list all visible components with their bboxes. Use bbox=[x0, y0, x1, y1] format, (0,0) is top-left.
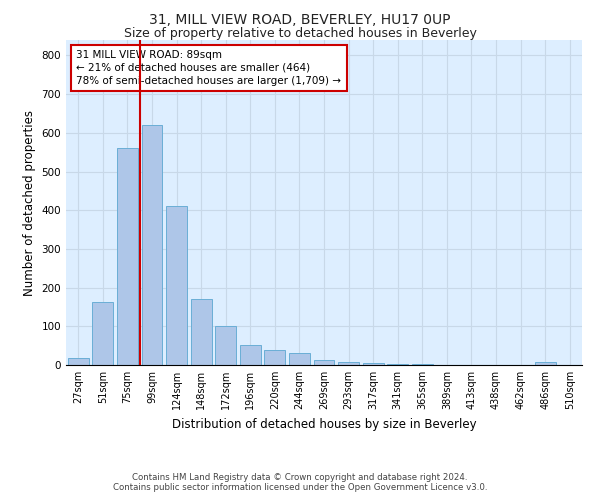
Bar bbox=[142, 125, 163, 365]
Bar bbox=[314, 360, 334, 365]
Bar bbox=[338, 362, 359, 365]
Text: 31 MILL VIEW ROAD: 89sqm
← 21% of detached houses are smaller (464)
78% of semi-: 31 MILL VIEW ROAD: 89sqm ← 21% of detach… bbox=[76, 50, 341, 86]
Bar bbox=[240, 345, 261, 365]
Bar bbox=[68, 358, 89, 365]
X-axis label: Distribution of detached houses by size in Beverley: Distribution of detached houses by size … bbox=[172, 418, 476, 430]
Bar bbox=[535, 362, 556, 365]
Bar bbox=[215, 326, 236, 365]
Bar bbox=[191, 299, 212, 365]
Bar bbox=[412, 364, 433, 365]
Text: Size of property relative to detached houses in Beverley: Size of property relative to detached ho… bbox=[124, 28, 476, 40]
Bar bbox=[362, 363, 383, 365]
Bar bbox=[166, 206, 187, 365]
Bar bbox=[387, 364, 408, 365]
Text: Contains HM Land Registry data © Crown copyright and database right 2024.
Contai: Contains HM Land Registry data © Crown c… bbox=[113, 473, 487, 492]
Bar bbox=[92, 302, 113, 365]
Bar bbox=[117, 148, 138, 365]
Bar bbox=[265, 350, 286, 365]
Text: 31, MILL VIEW ROAD, BEVERLEY, HU17 0UP: 31, MILL VIEW ROAD, BEVERLEY, HU17 0UP bbox=[149, 12, 451, 26]
Y-axis label: Number of detached properties: Number of detached properties bbox=[23, 110, 36, 296]
Bar bbox=[289, 354, 310, 365]
